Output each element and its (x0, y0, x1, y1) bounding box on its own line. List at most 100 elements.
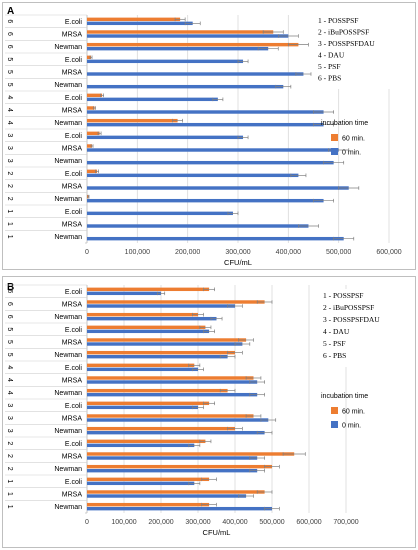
category-strain-label: MRSA (62, 454, 83, 461)
category-group-label: 6 (6, 302, 13, 306)
group-key-entry: 4 - DAU (323, 327, 350, 336)
group-key-box (319, 289, 399, 367)
bar-0min (87, 468, 258, 473)
bar-60min (87, 325, 206, 330)
bar-60min (87, 55, 92, 60)
group-key-entry: 5 - PSF (323, 339, 346, 348)
bar-60min (87, 414, 254, 418)
bar-0min (87, 418, 269, 422)
bar-0min (87, 304, 235, 308)
category-group-label: 3 (6, 159, 13, 163)
category-strain-label: MRSA (62, 70, 83, 77)
category-strain-label: Newman (54, 314, 82, 321)
category-strain-label: Newman (54, 158, 82, 165)
bar-60min (87, 30, 274, 34)
legend-swatch-0min (331, 421, 338, 428)
category-group-label: 3 (6, 429, 13, 433)
legend-title: incubation time (321, 393, 368, 400)
chart-panel-b: B 0 100,000 200,000 300,000 400,000 500,000 600… (2, 276, 416, 548)
category-group-label: 6 (6, 19, 13, 23)
category-strain-label: Newman (54, 352, 82, 359)
category-group-label: 1 (6, 479, 13, 483)
bar-60min (87, 477, 210, 482)
group-key-entry: 1 - POSSPSF (318, 16, 358, 25)
group-key-entry: 2 - iBuPOSSPSF (318, 28, 369, 37)
category-group-label: 1 (6, 235, 13, 239)
category-strain-label: E.coli (65, 95, 83, 102)
bar-0min (87, 329, 210, 334)
x-tick-label: 200,000 (175, 249, 200, 256)
bar-0min (87, 443, 195, 448)
category-group-label: 4 (6, 95, 13, 99)
category-group-label: 6 (6, 315, 13, 319)
legend-label-0min: 0 min. (342, 423, 361, 430)
bar-0min (87, 135, 244, 140)
bar-0min (87, 405, 198, 410)
group-key-box (314, 14, 394, 89)
category-strain-label: Newman (54, 120, 82, 127)
bar-0min (87, 46, 269, 51)
category-group-label: 4 (6, 121, 13, 125)
chart-panel-a: A 0 100,000 200,000 300,000 400,000 500,000 600… (2, 2, 416, 270)
category-group-label: 1 (6, 222, 13, 226)
bar-0min (87, 392, 258, 397)
bar-0min (87, 122, 324, 127)
category-strain-label: MRSA (62, 32, 83, 39)
category-strain-label: Newman (54, 234, 82, 241)
group-key-entry: 5 - PSF (318, 62, 341, 71)
bar-60min (87, 287, 210, 292)
category-strain-label: E.coli (65, 441, 83, 448)
bar-0min (87, 97, 218, 102)
bar-60min (87, 502, 210, 507)
category-strain-label: MRSA (62, 340, 83, 347)
panel-label: A (7, 6, 14, 17)
bar-60min (87, 376, 254, 380)
bar-0min (87, 186, 349, 190)
bar-60min (87, 169, 98, 174)
category-group-label: 3 (6, 403, 13, 407)
category-strain-label: E.coli (65, 133, 83, 140)
category-strain-label: E.coli (65, 403, 83, 410)
bar-0min (87, 367, 198, 372)
category-group-label: 5 (6, 70, 13, 74)
category-strain-label: Newman (54, 196, 82, 203)
bar-0min (87, 34, 289, 38)
category-group-label: 2 (6, 171, 13, 175)
category-group-label: 6 (6, 45, 13, 49)
category-group-label: 4 (6, 391, 13, 395)
category-strain-label: E.coli (65, 19, 83, 26)
legend-title: incubation time (321, 120, 368, 127)
category-strain-label: MRSA (62, 146, 83, 153)
bar-60min (87, 401, 210, 406)
x-tick-label: 200,000 (148, 519, 173, 526)
x-tick-label: 500,000 (259, 519, 284, 526)
bar-60min (87, 426, 235, 431)
category-strain-label: MRSA (62, 184, 83, 191)
bar-0min (87, 21, 193, 26)
group-key-entry: 2 - iBuPOSSPSF (323, 303, 374, 312)
bar-0min (87, 59, 244, 64)
category-strain-label: Newman (54, 390, 82, 397)
group-key-entry: 6 - PBS (323, 351, 346, 360)
category-strain-label: MRSA (62, 492, 83, 499)
category-strain-label: MRSA (62, 378, 83, 385)
bar-60min (87, 439, 206, 444)
category-group-label: 5 (6, 57, 13, 61)
category-group-label: 5 (6, 353, 13, 357)
legend-swatch-60min (331, 407, 338, 414)
category-strain-label: E.coli (65, 289, 83, 296)
category-group-label: 2 (6, 454, 13, 458)
bar-0min (87, 148, 339, 152)
bar-0min (87, 110, 324, 114)
category-group-label: 1 (6, 209, 13, 213)
bar-0min (87, 160, 334, 165)
category-group-label: 1 (6, 492, 13, 496)
x-tick-label: 300,000 (185, 519, 210, 526)
category-group-label: 2 (6, 467, 13, 471)
category-group-label: 6 (6, 32, 13, 36)
category-group-label: 2 (6, 441, 13, 445)
bar-0min (87, 224, 309, 228)
legend-swatch-60min (331, 134, 338, 141)
category-strain-label: E.coli (65, 171, 83, 178)
x-tick-label: 400,000 (276, 249, 301, 256)
